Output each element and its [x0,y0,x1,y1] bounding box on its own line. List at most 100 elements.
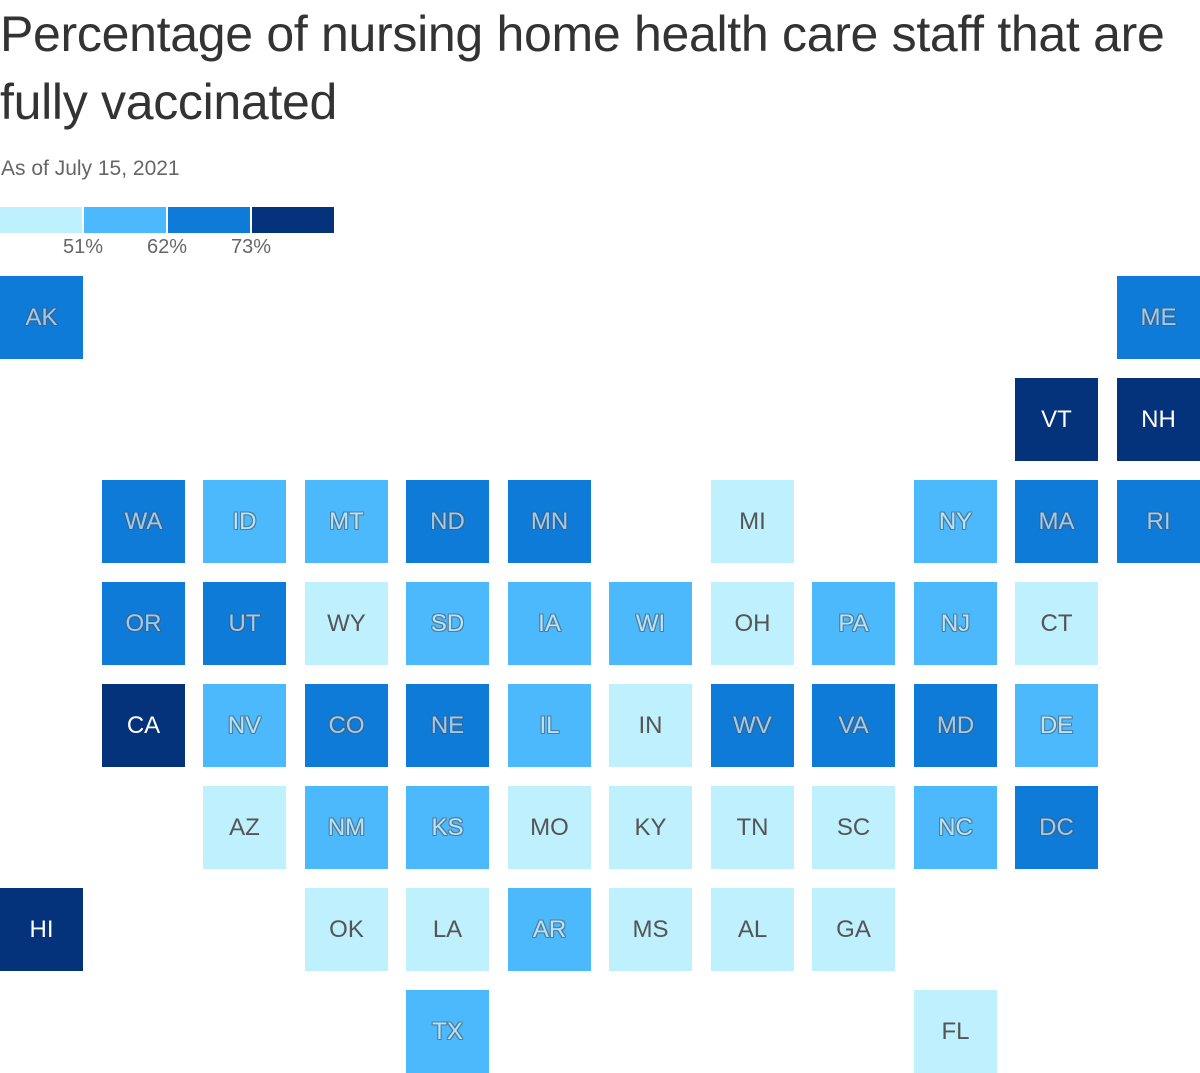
state-label: WI [635,609,666,637]
state-tile-ak: AK [0,276,83,359]
state-tile-ne: NE [406,684,489,767]
state-tile-nh: NH [1117,378,1200,461]
state-tile-vt: VT [1015,378,1098,461]
state-label: ND [430,507,465,535]
state-tile-oh: OH [711,582,794,665]
state-tile-wa: WA [102,480,185,563]
state-tile-de: DE [1015,684,1098,767]
state-tile-ks: KS [406,786,489,869]
state-tile-wv: WV [711,684,794,767]
state-tile-ky: KY [609,786,692,869]
state-label: AL [737,915,768,943]
state-label: DE [1039,711,1074,739]
color-legend: 51% 62% 73% [0,207,340,267]
state-label: MI [739,507,766,535]
page-title: Percentage of nursing home health care s… [0,6,1165,130]
state-tile-nm: NM [305,786,388,869]
state-label: MS [632,915,669,943]
state-tile-co: CO [305,684,388,767]
state-tile-nd: ND [406,480,489,563]
state-label: RI [1146,507,1171,535]
state-label: NE [430,711,465,739]
state-tile-ca: CA [102,684,185,767]
state-label: CO [328,711,365,739]
state-tile-nv: NV [203,684,286,767]
state-tile-pa: PA [812,582,895,665]
state-label: OK [329,915,364,943]
state-tile-ia: IA [508,582,591,665]
state-label: GA [836,915,871,943]
state-tile-ct: CT [1015,582,1098,665]
state-tile-ga: GA [812,888,895,971]
state-tile-ri: RI [1117,480,1200,563]
state-label: WA [124,507,163,535]
state-tile-ms: MS [609,888,692,971]
state-tile-sd: SD [406,582,489,665]
state-label: OH [734,609,771,637]
state-tile-ar: AR [508,888,591,971]
state-label: ME [1140,303,1177,331]
state-label: NY [938,507,973,535]
state-label: ID [232,507,257,535]
legend-swatch [168,207,250,233]
state-label: VA [838,711,869,739]
state-tile-sc: SC [812,786,895,869]
legend-swatch [84,207,166,233]
state-label: CT [1040,609,1073,637]
state-tile-il: IL [508,684,591,767]
state-tile-ok: OK [305,888,388,971]
state-label: SC [836,813,871,841]
state-label: FL [941,1017,970,1045]
legend-swatch [0,207,82,233]
state-label: MD [936,711,975,739]
state-tile-nc: NC [914,786,997,869]
state-tile-fl: FL [914,990,997,1073]
state-label: MA [1038,507,1075,535]
state-tile-dc: DC [1015,786,1098,869]
state-label: IN [638,711,663,739]
state-tile-mi: MI [711,480,794,563]
state-tile-wy: WY [305,582,388,665]
state-tile-ma: MA [1015,480,1098,563]
state-label: LA [432,915,463,943]
state-tile-tn: TN [711,786,794,869]
state-label: NC [938,813,973,841]
state-label: IL [539,711,560,739]
state-label: VT [1041,405,1072,433]
state-label: MO [530,813,569,841]
state-label: AZ [229,813,260,841]
state-tile-or: OR [102,582,185,665]
state-label: UT [228,609,261,637]
state-label: MN [530,507,569,535]
state-tile-az: AZ [203,786,286,869]
state-label: SD [430,609,465,637]
state-label: CA [126,711,161,739]
state-tile-id: ID [203,480,286,563]
state-label: WV [733,711,772,739]
state-label: KY [634,813,667,841]
state-tile-al: AL [711,888,794,971]
state-tile-ny: NY [914,480,997,563]
state-label: PA [838,609,869,637]
state-label: MT [329,507,364,535]
state-label: AR [532,915,567,943]
state-tile-mn: MN [508,480,591,563]
state-tile-va: VA [812,684,895,767]
legend-swatch [252,207,334,233]
state-label: HI [29,915,54,943]
state-label: OR [125,609,162,637]
state-tile-wi: WI [609,582,692,665]
state-label: TX [432,1017,463,1045]
state-tile-tx: TX [406,990,489,1073]
legend-tick-label: 51% [62,236,104,258]
state-label: NJ [940,609,971,637]
state-label: NM [327,813,366,841]
state-tile-la: LA [406,888,489,971]
legend-tick-label: 73% [230,236,272,258]
state-tile-me: ME [1117,276,1200,359]
state-label: WY [327,609,366,637]
legend-tick-label: 62% [146,236,188,258]
state-label: KS [431,813,464,841]
state-tile-ut: UT [203,582,286,665]
